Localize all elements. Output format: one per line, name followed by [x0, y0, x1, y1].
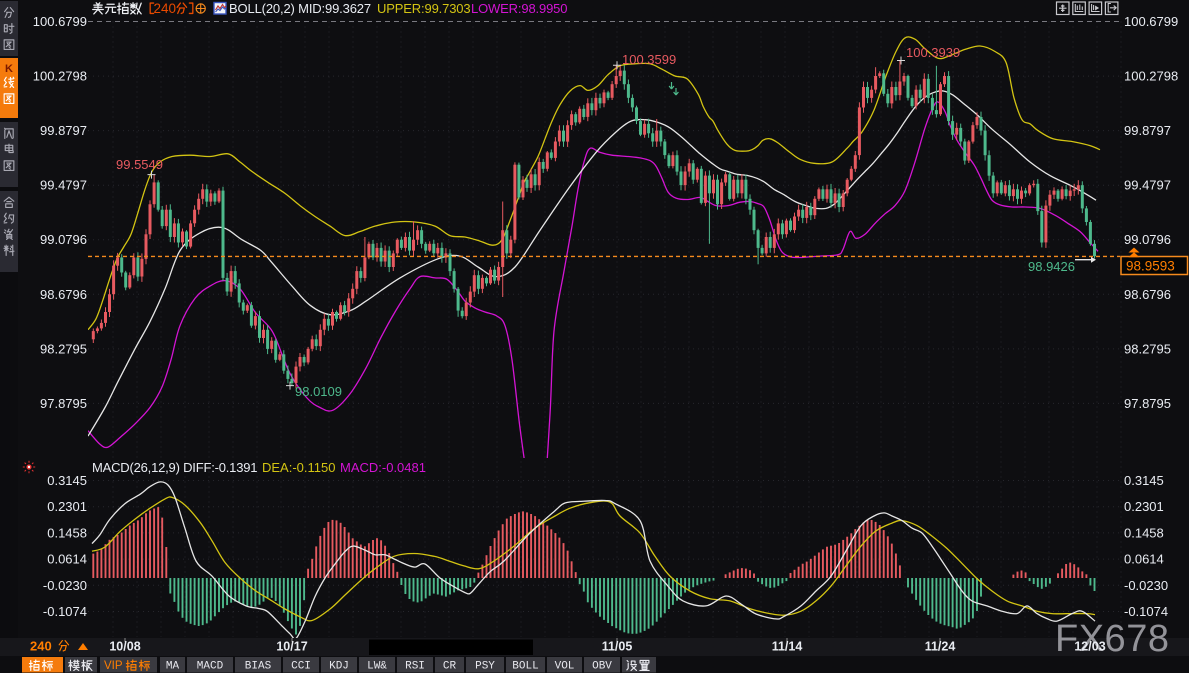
svg-text:99.4797: 99.4797: [1124, 178, 1171, 193]
svg-text:-0.0230: -0.0230: [1124, 578, 1168, 593]
svg-text:BIAS: BIAS: [245, 661, 272, 673]
svg-text:OBV: OBV: [592, 661, 612, 673]
svg-text:97.8795: 97.8795: [1124, 396, 1171, 411]
svg-text:-0.1074: -0.1074: [1124, 604, 1168, 619]
svg-text:0.1458: 0.1458: [1124, 525, 1164, 540]
svg-text:240: 240: [30, 639, 52, 654]
svg-text:-0.1074: -0.1074: [43, 604, 87, 619]
svg-text:RSI: RSI: [405, 661, 425, 673]
svg-text:DEA:-0.1150: DEA:-0.1150: [262, 460, 335, 475]
svg-text:98.9593: 98.9593: [1126, 259, 1175, 274]
svg-text:98.2795: 98.2795: [1124, 341, 1171, 356]
svg-text:98.6796: 98.6796: [40, 287, 87, 302]
svg-text:99.8797: 99.8797: [40, 123, 87, 138]
svg-text:KDJ: KDJ: [329, 661, 349, 673]
svg-text:98.2795: 98.2795: [40, 341, 87, 356]
svg-text:-0.0230: -0.0230: [43, 578, 87, 593]
svg-text:100.3939: 100.3939: [906, 45, 960, 60]
svg-text:BOLL: BOLL: [512, 661, 538, 673]
svg-text:99.0796: 99.0796: [1124, 232, 1171, 247]
svg-text:98.0109: 98.0109: [295, 384, 342, 399]
svg-text:VIP: VIP: [104, 660, 123, 672]
svg-text:PSY: PSY: [475, 661, 495, 673]
svg-text:0.2301: 0.2301: [1124, 499, 1164, 514]
svg-text:100.6799: 100.6799: [33, 14, 87, 29]
svg-text:99.8797: 99.8797: [1124, 123, 1171, 138]
svg-text:97.8795: 97.8795: [40, 396, 87, 411]
svg-text:100.6799: 100.6799: [1124, 14, 1178, 29]
svg-text:100.2798: 100.2798: [1124, 69, 1178, 84]
svg-text:MACD(26,12,9) DIFF:-0.1391: MACD(26,12,9) DIFF:-0.1391: [92, 460, 257, 475]
svg-text:100.3599: 100.3599: [622, 52, 676, 67]
svg-text:BOLL(20,2) MID:99.3627: BOLL(20,2) MID:99.3627: [229, 1, 371, 16]
svg-text:11/05: 11/05: [602, 640, 633, 654]
svg-text:MACD: MACD: [197, 661, 224, 673]
svg-text:0.0614: 0.0614: [1124, 552, 1164, 567]
svg-text:MA: MA: [166, 661, 180, 673]
svg-text:K: K: [5, 63, 13, 75]
svg-text:98.6796: 98.6796: [1124, 287, 1171, 302]
svg-text:0.3145: 0.3145: [47, 473, 87, 488]
svg-text:LW&: LW&: [367, 661, 387, 673]
svg-text:99.0796: 99.0796: [40, 232, 87, 247]
svg-text:10/17: 10/17: [276, 640, 307, 654]
svg-text:99.5549: 99.5549: [116, 157, 163, 172]
svg-text:100.2798: 100.2798: [33, 69, 87, 84]
svg-text:UPPER:99.7303: UPPER:99.7303: [377, 1, 470, 16]
svg-text:12/03: 12/03: [1074, 640, 1105, 654]
svg-text:0.3145: 0.3145: [1124, 473, 1164, 488]
svg-text:0.2301: 0.2301: [47, 499, 87, 514]
svg-text:10/08: 10/08: [109, 640, 140, 654]
svg-text:FX678: FX678: [1055, 618, 1169, 660]
svg-text:VOL: VOL: [555, 661, 575, 673]
svg-text:CR: CR: [443, 661, 457, 673]
svg-text:11/14: 11/14: [772, 640, 803, 654]
svg-text:LOWER:98.9950: LOWER:98.9950: [471, 1, 567, 16]
svg-text:11/24: 11/24: [925, 640, 956, 654]
svg-text:0.0614: 0.0614: [47, 552, 87, 567]
svg-text:0.1458: 0.1458: [47, 525, 87, 540]
svg-text:99.4797: 99.4797: [40, 178, 87, 193]
svg-text:240: 240: [154, 1, 177, 16]
svg-text:MACD:-0.0481: MACD:-0.0481: [340, 460, 426, 475]
svg-text:CCI: CCI: [291, 661, 311, 673]
svg-text:98.9426: 98.9426: [1028, 259, 1075, 274]
